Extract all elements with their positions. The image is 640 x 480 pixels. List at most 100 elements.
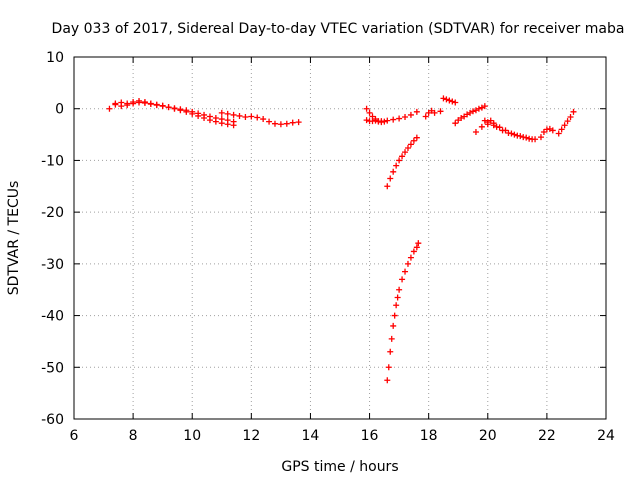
data-point (248, 113, 255, 120)
data-point (561, 122, 568, 129)
data-point (260, 116, 267, 123)
series-arc1a (106, 97, 237, 129)
data-markers (106, 95, 577, 384)
data-point (407, 141, 414, 148)
data-point (490, 120, 497, 127)
data-point (384, 117, 391, 124)
data-point (404, 145, 411, 152)
data-point (387, 175, 394, 182)
data-point (523, 134, 530, 141)
data-point (481, 103, 488, 110)
grid (74, 57, 606, 419)
data-point (201, 111, 208, 118)
series-arc11 (555, 108, 577, 137)
data-point (393, 162, 400, 169)
x-tick-label: 12 (242, 428, 260, 444)
data-point (136, 99, 143, 106)
y-tick-label: -50 (41, 360, 64, 376)
data-point (390, 116, 397, 123)
data-point (390, 168, 397, 175)
data-point (402, 113, 409, 120)
y-tick-label: -40 (41, 309, 64, 325)
data-point (505, 130, 512, 137)
data-point (289, 119, 296, 126)
data-point (366, 109, 373, 116)
data-point (224, 117, 231, 124)
x-tick-label: 6 (70, 428, 79, 444)
data-point (177, 106, 184, 113)
x-tick-label: 16 (361, 428, 379, 444)
data-point (277, 121, 284, 128)
data-point (384, 183, 391, 190)
data-point (396, 115, 403, 122)
data-point (511, 131, 518, 138)
x-tick-label: 24 (597, 428, 615, 444)
data-point (555, 130, 562, 137)
data-point (195, 110, 202, 117)
data-point (452, 120, 459, 127)
series-arc4 (384, 134, 420, 190)
data-point (266, 118, 273, 125)
data-point (452, 99, 459, 106)
data-point (399, 153, 406, 160)
data-point (393, 302, 400, 309)
data-point (537, 134, 544, 141)
data-point (236, 112, 243, 119)
data-point (402, 149, 409, 156)
data-point (224, 110, 231, 117)
x-tick-label: 18 (420, 428, 438, 444)
x-tick-label: 20 (479, 428, 497, 444)
data-point (147, 101, 154, 108)
data-point (396, 286, 403, 293)
y-tick-label: -20 (41, 205, 64, 221)
data-point (517, 133, 524, 140)
data-point (183, 107, 190, 114)
data-point (230, 118, 237, 125)
data-point (407, 111, 414, 118)
data-point (470, 108, 476, 115)
data-point (295, 119, 302, 126)
data-point (443, 96, 450, 103)
x-tick-label: 14 (302, 428, 320, 444)
data-point (230, 111, 237, 118)
series-arc10 (540, 125, 556, 135)
data-point (388, 335, 395, 342)
data-point (363, 117, 370, 124)
data-point (112, 101, 119, 108)
data-point (378, 118, 385, 125)
plot-frame (73, 56, 607, 420)
axis-ticks (73, 56, 607, 420)
data-point (570, 108, 577, 115)
y-tick-label: 10 (46, 50, 64, 66)
data-point (549, 127, 556, 134)
data-point (493, 123, 500, 130)
series-arc2 (218, 109, 302, 128)
x-tick-label: 22 (538, 428, 556, 444)
x-tick-label: 8 (129, 428, 138, 444)
chart-title: Day 033 of 2017, Sidereal Day-to-day VTE… (52, 21, 625, 37)
data-point (212, 115, 219, 122)
data-point (363, 105, 370, 112)
data-point (385, 364, 392, 371)
y-tick-label: -60 (41, 412, 64, 428)
data-point (499, 127, 506, 134)
data-point (391, 312, 398, 319)
data-point (413, 134, 420, 141)
data-point (558, 126, 565, 133)
series-arc1b (112, 99, 237, 125)
data-point (431, 109, 438, 116)
data-point (118, 103, 125, 110)
axis-tick-labels: 6 8 10 12 14 16 18 20 22 24 10 0 -10 -20 -30 -40 -50 -60 (41, 50, 615, 444)
y-tick-label: -10 (41, 153, 64, 169)
data-point (475, 105, 482, 112)
data-point (394, 294, 401, 301)
data-point (529, 136, 536, 143)
data-point (449, 98, 456, 105)
data-point (415, 240, 422, 247)
data-point (242, 113, 249, 120)
data-point (413, 244, 420, 251)
y-tick-label: -30 (41, 257, 64, 273)
data-point (159, 103, 166, 110)
data-point (478, 123, 485, 130)
